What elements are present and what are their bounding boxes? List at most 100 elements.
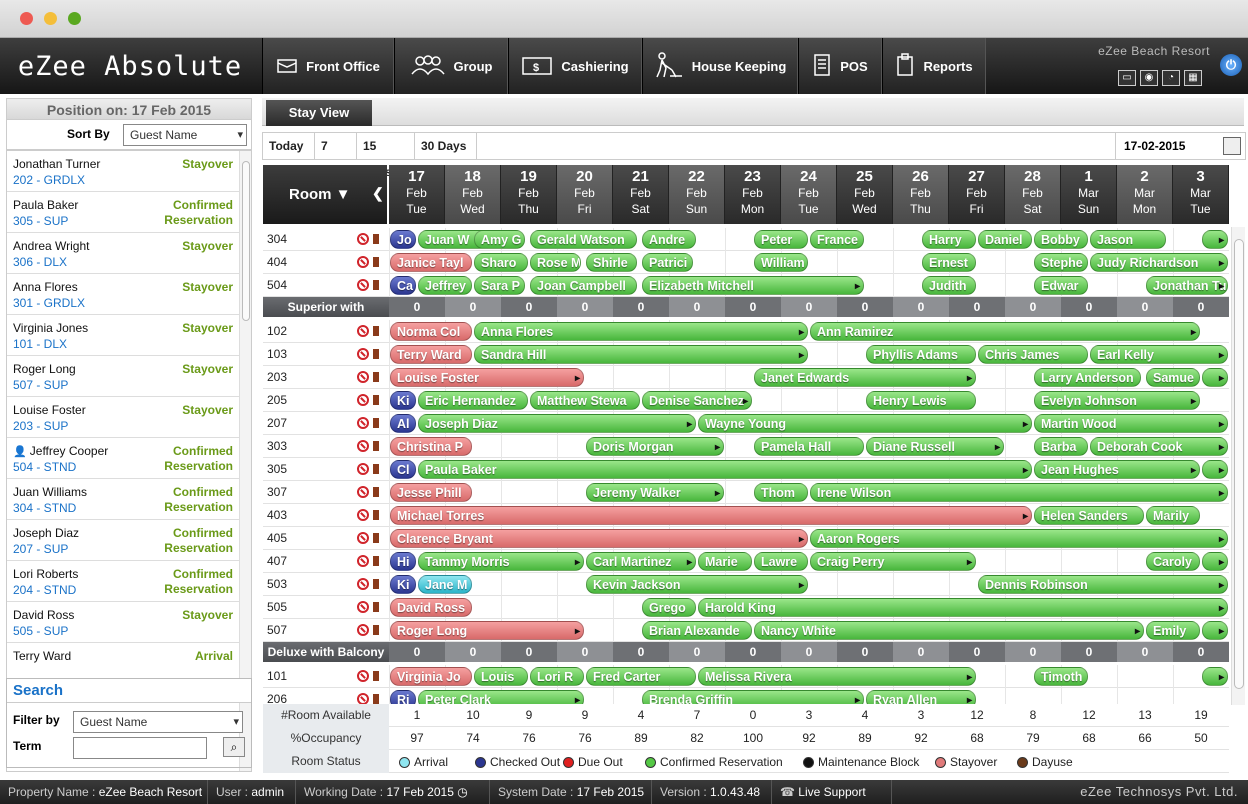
- guest-list-item[interactable]: Louise Foster 203 - SUP Stayover: [7, 397, 239, 438]
- booking-bar[interactable]: Sharo: [474, 253, 528, 272]
- booking-bar[interactable]: Ernest: [922, 253, 976, 272]
- nav-front-office-button[interactable]: Front Office: [262, 38, 394, 94]
- booking-bar[interactable]: Grego: [642, 598, 696, 617]
- guest-room[interactable]: 304 - STND: [13, 501, 77, 515]
- day-cell[interactable]: [501, 481, 502, 504]
- booking-bar[interactable]: William: [754, 253, 808, 272]
- booking-bar[interactable]: Shirle: [586, 253, 638, 272]
- day-cell[interactable]: [501, 596, 502, 619]
- close-window-button[interactable]: [20, 12, 33, 25]
- booking-bar[interactable]: Ki: [390, 391, 416, 410]
- day-cell[interactable]: [1005, 389, 1006, 412]
- date-column-header[interactable]: 2 Mar Mon: [1117, 165, 1173, 224]
- day-cell[interactable]: [837, 573, 838, 596]
- tab-stay-view[interactable]: Stay View: [266, 100, 372, 126]
- day-cell[interactable]: [1117, 550, 1118, 573]
- day-cell[interactable]: [1005, 366, 1006, 389]
- booking-bar[interactable]: Helen Sanders: [1034, 506, 1144, 525]
- booking-bar[interactable]: Eric Hernandez: [418, 391, 528, 410]
- booking-bar[interactable]: Joan Campbell: [530, 276, 638, 295]
- guest-list-item[interactable]: 👤 Jeffrey Cooper 504 - STND Confirmed Reser…: [7, 438, 239, 479]
- booking-bar[interactable]: Denise Sanchez: [642, 391, 752, 410]
- guest-list-item[interactable]: Juan Williams 304 - STND Confirmed Reservat…: [7, 479, 239, 520]
- booking-bar[interactable]: Daniel: [978, 230, 1032, 249]
- booking-bar[interactable]: Jeffrey: [418, 276, 472, 295]
- room-number[interactable]: 103: [267, 347, 288, 361]
- room-number[interactable]: 507: [267, 623, 288, 637]
- booking-bar[interactable]: Jane M: [418, 575, 472, 594]
- booking-bar[interactable]: Carl Martinez: [586, 552, 696, 571]
- booking-bar[interactable]: Michael Torres: [390, 506, 1032, 525]
- date-column-header[interactable]: 19 Feb Thu: [501, 165, 557, 224]
- day-cell[interactable]: [893, 228, 894, 251]
- booking-bar[interactable]: Roger Long: [390, 621, 584, 640]
- guest-list-item[interactable]: Lori Roberts 204 - STND Confirmed Reservati…: [7, 561, 239, 602]
- monitor-icon[interactable]: ▭: [1118, 70, 1136, 86]
- day-cell[interactable]: [389, 596, 390, 619]
- date-column-header[interactable]: 3 Mar Tue: [1173, 165, 1229, 224]
- day-cell[interactable]: [1005, 251, 1006, 274]
- day-cell[interactable]: [837, 343, 838, 366]
- guest-list-item[interactable]: Jonathan Turner 202 - GRDLX Stayover: [7, 151, 239, 192]
- day-cell[interactable]: [1117, 688, 1118, 711]
- booking-bar[interactable]: Dennis Robinson: [978, 575, 1228, 594]
- room-number[interactable]: 405: [267, 531, 288, 545]
- booking-bar[interactable]: Virginia Jo: [390, 667, 472, 686]
- booking-bar[interactable]: Jean Hughes: [1034, 460, 1200, 479]
- guest-room[interactable]: 507 - SUP: [13, 378, 69, 392]
- range-30-days-button[interactable]: 30 Days: [415, 133, 477, 159]
- room-number[interactable]: 307: [267, 485, 288, 499]
- booking-bar[interactable]: Lori R: [530, 667, 584, 686]
- day-cell[interactable]: [389, 458, 390, 481]
- guest-list-scrollbar[interactable]: [239, 151, 251, 771]
- calendar-icon[interactable]: [1223, 137, 1241, 155]
- day-cell[interactable]: [893, 274, 894, 297]
- room-number[interactable]: 207: [267, 416, 288, 430]
- guest-room[interactable]: 306 - DLX: [13, 255, 68, 269]
- date-column-header[interactable]: 18 Feb Wed: [445, 165, 501, 224]
- day-cell[interactable]: [389, 573, 390, 596]
- booking-bar[interactable]: Martin Wood: [1034, 414, 1228, 433]
- booking-bar[interactable]: Caroly: [1146, 552, 1200, 571]
- booking-bar[interactable]: Jo: [390, 230, 416, 249]
- booking-bar[interactable]: Deborah Cook: [1090, 437, 1228, 456]
- booking-bar[interactable]: Matthew Stewa: [530, 391, 640, 410]
- booking-bar[interactable]: Hi: [390, 552, 416, 571]
- booking-bar[interactable]: Janice Tayl: [390, 253, 472, 272]
- room-number[interactable]: 205: [267, 393, 288, 407]
- date-column-header[interactable]: 26 Feb Thu: [893, 165, 949, 224]
- date-field[interactable]: 17-02-2015: [1115, 133, 1215, 159]
- booking-bar[interactable]: Marie: [698, 552, 752, 571]
- day-cell[interactable]: [557, 481, 558, 504]
- room-number[interactable]: 503: [267, 577, 288, 591]
- booking-bar[interactable]: Emily: [1146, 621, 1200, 640]
- booking-bar[interactable]: Cl: [390, 460, 416, 479]
- day-cell[interactable]: [389, 688, 390, 711]
- range-today-button[interactable]: Today: [263, 133, 315, 159]
- day-cell[interactable]: [1005, 665, 1006, 688]
- booking-bar[interactable]: Chris James: [978, 345, 1088, 364]
- minimize-window-button[interactable]: [44, 12, 57, 25]
- booking-bar[interactable]: Ki: [390, 575, 416, 594]
- date-column-header[interactable]: 24 Feb Tue: [781, 165, 837, 224]
- day-cell[interactable]: [501, 573, 502, 596]
- booking-bar[interactable]: Samue: [1146, 368, 1200, 387]
- grid-scroll-thumb[interactable]: [1234, 239, 1244, 689]
- filter-select[interactable]: Guest Name: [73, 711, 243, 733]
- grid-scrollbar[interactable]: [1231, 227, 1245, 705]
- maximize-window-button[interactable]: [68, 12, 81, 25]
- booking-bar[interactable]: Clarence Bryant: [390, 529, 808, 548]
- booking-bar[interactable]: Lawre: [754, 552, 808, 571]
- day-cell[interactable]: [389, 412, 390, 435]
- sort-select[interactable]: Guest Name: [123, 124, 247, 146]
- day-cell[interactable]: [837, 251, 838, 274]
- booking-bar[interactable]: [1202, 667, 1228, 686]
- guest-list-item[interactable]: Anna Flores 301 - GRDLX Stayover: [7, 274, 239, 315]
- date-column-header[interactable]: 20 Feb Fri: [557, 165, 613, 224]
- booking-bar[interactable]: Janet Edwards: [754, 368, 976, 387]
- day-cell[interactable]: [389, 274, 390, 297]
- room-category-label[interactable]: Deluxe with Balcony: [263, 642, 389, 662]
- day-cell[interactable]: [1173, 228, 1174, 251]
- guest-room[interactable]: 202 - GRDLX: [13, 173, 86, 187]
- booking-bar[interactable]: Jonathan Tu: [1146, 276, 1228, 295]
